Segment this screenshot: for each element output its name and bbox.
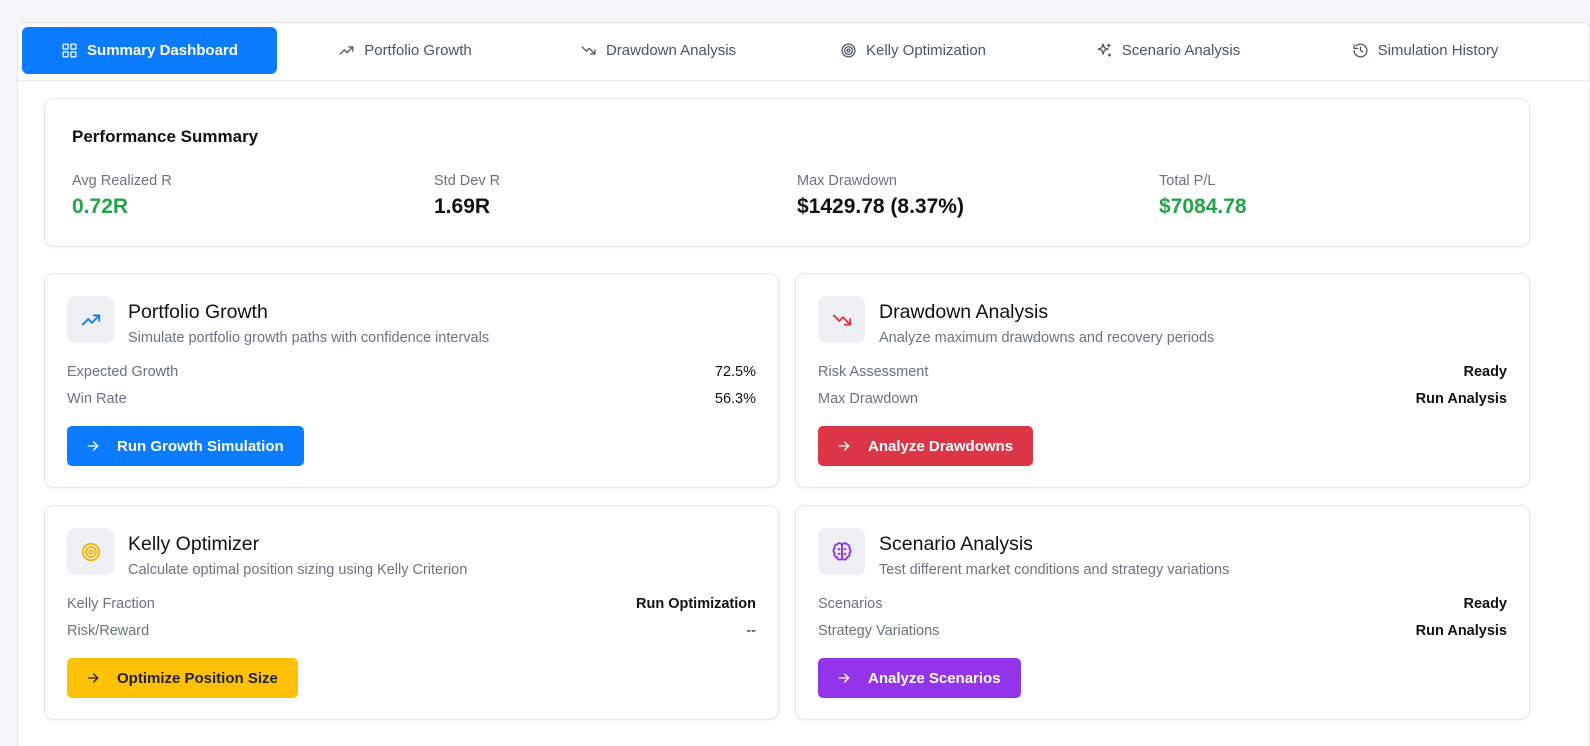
trending-down-icon <box>581 46 596 55</box>
card-title: Kelly Optimizer <box>128 533 260 555</box>
card-title: Scenario Analysis <box>879 533 1033 555</box>
analyze-drawdowns-button[interactable]: Analyze Drawdowns <box>818 426 1034 466</box>
kelly-optimizer-card: Kelly Optimizer Calculate optimal positi… <box>44 505 779 720</box>
stat-row-max-drawdown: Max Drawdown Run Analysis <box>818 391 1507 407</box>
button-label: Analyze Scenarios <box>868 669 1001 687</box>
stat-value: Run Analysis <box>1415 391 1507 407</box>
stat-value: 56.3% <box>714 391 756 407</box>
stat-value: Run Optimization <box>635 596 756 612</box>
metric-label: Avg Realized R <box>72 173 172 189</box>
stat-row-scenarios: Scenarios Ready <box>818 596 1507 612</box>
button-label: Run Growth Simulation <box>117 437 284 455</box>
stat-row-expected-growth: Expected Growth 72.5% <box>67 364 756 380</box>
stat-row-risk-assessment: Risk Assessment Ready <box>818 364 1507 380</box>
card-description: Test different market conditions and str… <box>879 562 1230 578</box>
arrow-right-icon <box>838 673 850 683</box>
scenario-analysis-card: Scenario Analysis Test different market … <box>795 505 1530 720</box>
metric-max-drawdown: Max Drawdown $1429.78 (8.37%) <box>797 173 964 219</box>
trending-up-icon <box>339 46 354 55</box>
metric-value: 1.69R <box>434 195 491 218</box>
metric-std-dev-r: Std Dev R 1.69R <box>434 173 500 219</box>
portfolio-growth-card: Portfolio Growth Simulate portfolio grow… <box>44 273 779 488</box>
run-growth-simulation-button[interactable]: Run Growth Simulation <box>67 426 304 466</box>
metric-value: $7084.78 <box>1159 195 1247 218</box>
metric-avg-realized-r: Avg Realized R 0.72R <box>72 173 172 219</box>
stat-label: Max Drawdown <box>818 391 918 407</box>
target-icon <box>81 542 100 561</box>
metric-label: Std Dev R <box>434 173 501 189</box>
card-icon-box <box>67 296 114 343</box>
stat-value: 72.5% <box>714 364 756 380</box>
card-icon-box <box>67 528 114 575</box>
stat-value: Run Analysis <box>1415 623 1507 639</box>
stat-label: Risk Assessment <box>818 364 929 380</box>
metric-total-pl: Total P/L $7084.78 <box>1159 173 1247 219</box>
target-icon <box>841 43 856 58</box>
tab-label: Drawdown Analysis <box>605 42 737 59</box>
tab-summary-dashboard[interactable]: Summary Dashboard <box>22 27 277 74</box>
trending-down-icon <box>832 314 851 325</box>
tab-label: Portfolio Growth <box>364 42 472 59</box>
tab-kelly-optimization[interactable]: Kelly Optimization <box>788 27 1038 74</box>
card-icon-box <box>818 296 865 343</box>
metric-label: Max Drawdown <box>797 173 897 189</box>
tab-portfolio-growth[interactable]: Portfolio Growth <box>280 27 530 74</box>
card-title: Drawdown Analysis <box>879 301 1049 323</box>
analyze-scenarios-button[interactable]: Analyze Scenarios <box>818 658 1021 698</box>
history-icon <box>1353 43 1368 58</box>
app-shell: Summary Dashboard Portfolio Growth Drawd… <box>17 22 1590 746</box>
tab-simulation-history[interactable]: Simulation History <box>1298 27 1552 74</box>
tab-bar: Summary Dashboard Portfolio Growth Drawd… <box>18 23 1589 81</box>
tab-drawdown-analysis[interactable]: Drawdown Analysis <box>533 27 783 74</box>
tab-label: Simulation History <box>1377 42 1499 59</box>
drawdown-analysis-card: Drawdown Analysis Analyze maximum drawdo… <box>795 273 1530 488</box>
card-description: Analyze maximum drawdowns and recovery p… <box>879 330 1215 346</box>
card-description: Simulate portfolio growth paths with con… <box>128 330 490 346</box>
arrow-right-icon <box>87 673 99 683</box>
card-title: Portfolio Growth <box>128 301 268 323</box>
tab-scenario-analysis[interactable]: Scenario Analysis <box>1043 27 1293 74</box>
stat-row-win-rate: Win Rate 56.3% <box>67 391 756 407</box>
button-label: Optimize Position Size <box>117 669 278 687</box>
optimize-position-size-button[interactable]: Optimize Position Size <box>67 658 298 698</box>
stat-label: Strategy Variations <box>818 623 940 639</box>
tab-label: Kelly Optimization <box>865 42 987 59</box>
performance-summary-title: Performance Summary <box>72 127 259 146</box>
metric-value: 0.72R <box>72 195 129 218</box>
stat-label: Win Rate <box>67 391 127 407</box>
performance-summary-card: Performance Summary Avg Realized R 0.72R… <box>44 98 1530 247</box>
stat-row-kelly-fraction: Kelly Fraction Run Optimization <box>67 596 756 612</box>
stat-row-risk-reward: Risk/Reward -- <box>67 623 756 639</box>
stat-value: Ready <box>1463 364 1507 380</box>
button-label: Analyze Drawdowns <box>868 437 1014 455</box>
metric-label: Total P/L <box>1159 173 1216 189</box>
stat-label: Expected Growth <box>67 364 179 380</box>
stat-label: Kelly Fraction <box>67 596 155 612</box>
metric-value: $1429.78 (8.37%) <box>797 195 964 218</box>
tab-label: Scenario Analysis <box>1121 42 1241 59</box>
stat-label: Scenarios <box>818 596 883 612</box>
sparkles-icon <box>1097 43 1111 57</box>
grid-icon <box>62 43 77 58</box>
arrow-right-icon <box>838 441 850 451</box>
arrow-right-icon <box>87 441 99 451</box>
card-icon-box <box>818 528 865 575</box>
stat-label: Risk/Reward <box>67 623 150 639</box>
brain-icon <box>832 541 851 561</box>
card-description: Calculate optimal position sizing using … <box>128 562 468 578</box>
stat-row-strategy-variations: Strategy Variations Run Analysis <box>818 623 1507 639</box>
stat-value: Ready <box>1463 596 1507 612</box>
trending-up-icon <box>81 314 100 325</box>
tab-label: Summary Dashboard <box>87 42 238 59</box>
stat-value: -- <box>746 623 756 639</box>
